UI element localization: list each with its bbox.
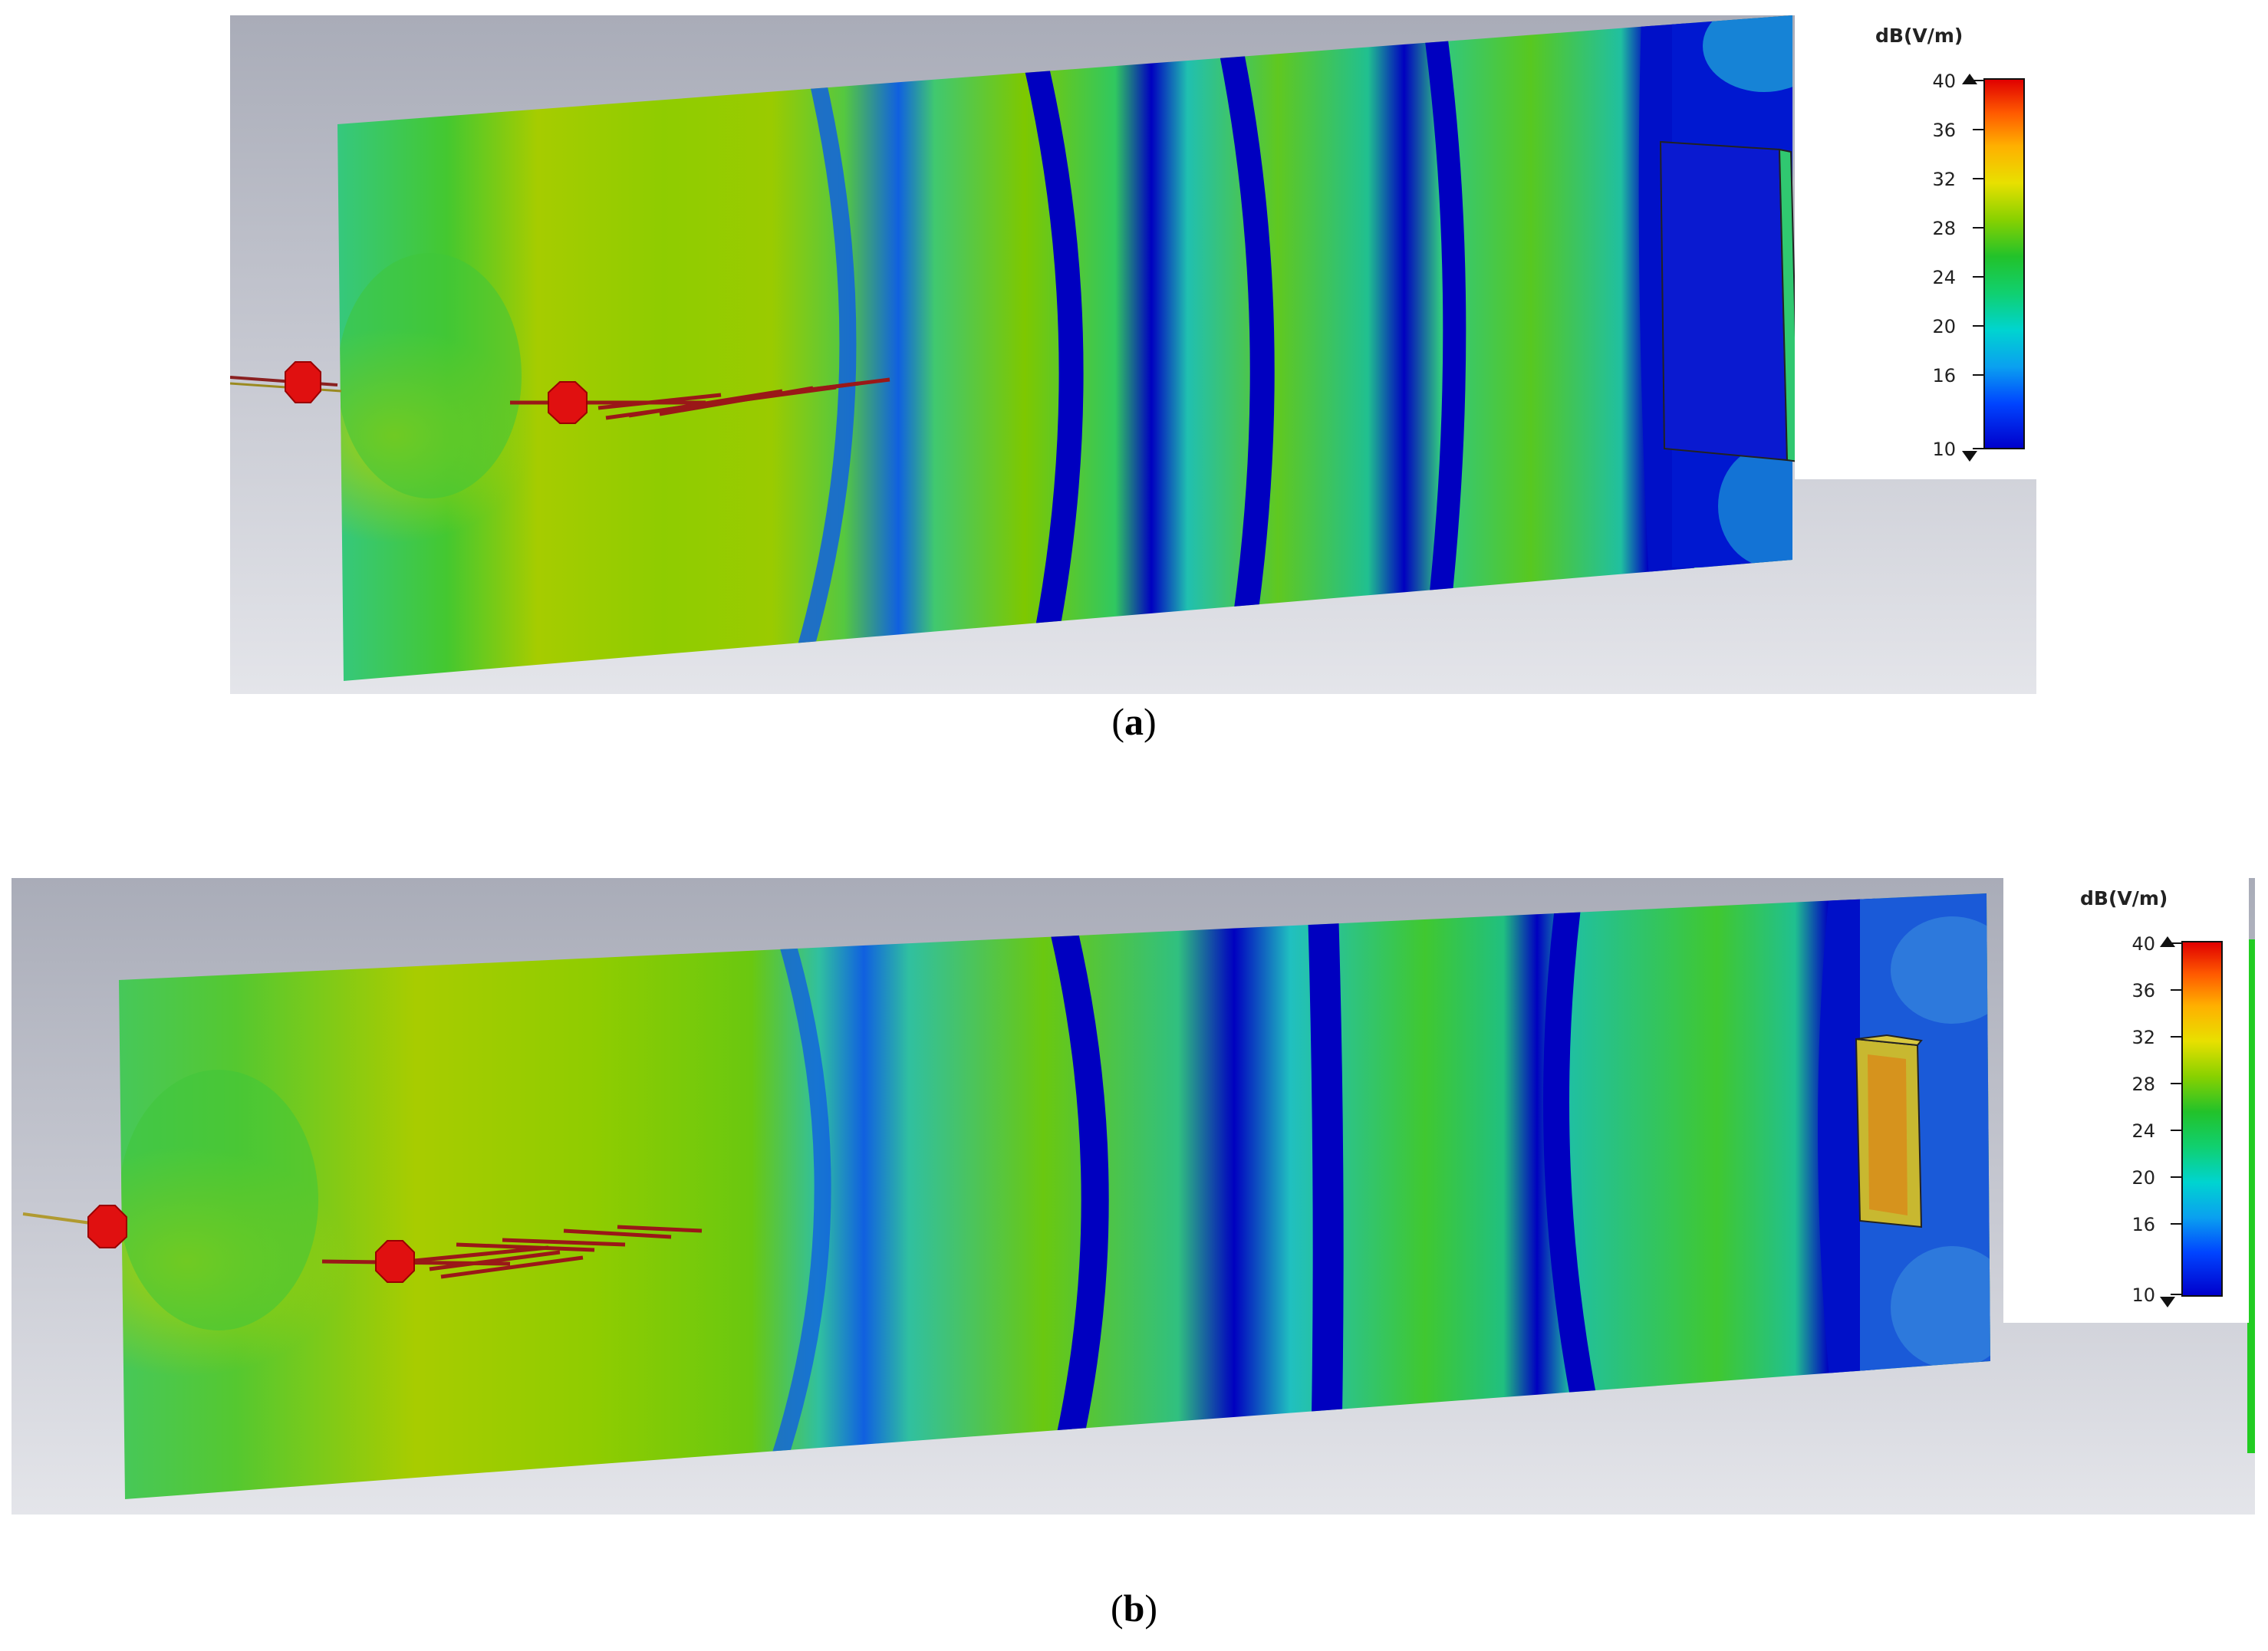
- panel-b-legend-tick-32: 32: [2131, 1027, 2155, 1048]
- panel-a-legend-colorbar: [1983, 78, 2025, 449]
- panel-a-yagi-feed-icon: [548, 381, 588, 424]
- panel-b-caption: (b): [1110, 1587, 1158, 1630]
- panel-b-legend-up-arrow-icon: [2160, 936, 2175, 947]
- panel-a-caption: (a): [1111, 700, 1157, 743]
- panel-b-legend-unit: dB(V/m): [2080, 887, 2168, 909]
- panel-b-legend-tick-40: 40: [2131, 933, 2155, 955]
- panel-b-legend-tick-36: 36: [2131, 980, 2155, 1001]
- panel-a-scene: [230, 15, 2036, 694]
- panel-a-legend-tick-16: 16: [1932, 365, 1956, 386]
- panel-a: [230, 15, 2036, 694]
- panel-a-legend-unit: dB(V/m): [1875, 25, 1964, 47]
- panel-b-scene: [12, 878, 2255, 1515]
- panel-b-field-plane: [119, 893, 1990, 1499]
- panel-b-target-box: [1855, 1034, 1923, 1228]
- panel-a-legend-tick-32: 32: [1932, 169, 1956, 190]
- panel-a-legend-tick-28: 28: [1932, 218, 1956, 239]
- panel-b-transmitter-antenna: [22, 1205, 127, 1248]
- panel-a-transmitter-antenna: [230, 361, 342, 403]
- panel-a-legend-down-arrow-icon: [1962, 451, 1977, 462]
- panel-a-legend-tick-40: 40: [1932, 71, 1956, 92]
- panel-b-legend-tick-10: 10: [2131, 1284, 2155, 1306]
- panel-b-legend-tick-24: 24: [2131, 1120, 2155, 1142]
- panel-a-target-box: [1659, 140, 1800, 463]
- panel-b-yagi-antenna: [321, 1225, 703, 1279]
- panel-b-legend-tick-16: 16: [2131, 1214, 2155, 1235]
- panel-b-legend-colorbar: [2181, 941, 2223, 1297]
- panel-b-legend-down-arrow-icon: [2160, 1297, 2175, 1307]
- panel-b-legend-tick-28: 28: [2131, 1074, 2155, 1095]
- panel-a-legend-tick-24: 24: [1932, 267, 1956, 288]
- panel-a-legend-tick-20: 20: [1932, 316, 1956, 337]
- panel-b-edge-strip: [2247, 939, 2255, 1453]
- panel-a-legend-tick-36: 36: [1932, 120, 1956, 141]
- panel-b: [12, 878, 2255, 1515]
- panel-b-legend-tick-20: 20: [2131, 1167, 2155, 1189]
- panel-a-yagi-antenna: [510, 377, 890, 420]
- panel-b-yagi-feed-icon: [375, 1240, 415, 1283]
- panel-a-legend-up-arrow-icon: [1962, 74, 1977, 84]
- panel-b-legend: dB(V/m) 40 36 32 28 24 20 16 10: [2003, 878, 2249, 1323]
- panel-a-legend-tick-10: 10: [1932, 439, 1956, 460]
- panel-a-legend: dB(V/m) 40 36 32 28 24 20 16 10: [1795, 15, 2040, 479]
